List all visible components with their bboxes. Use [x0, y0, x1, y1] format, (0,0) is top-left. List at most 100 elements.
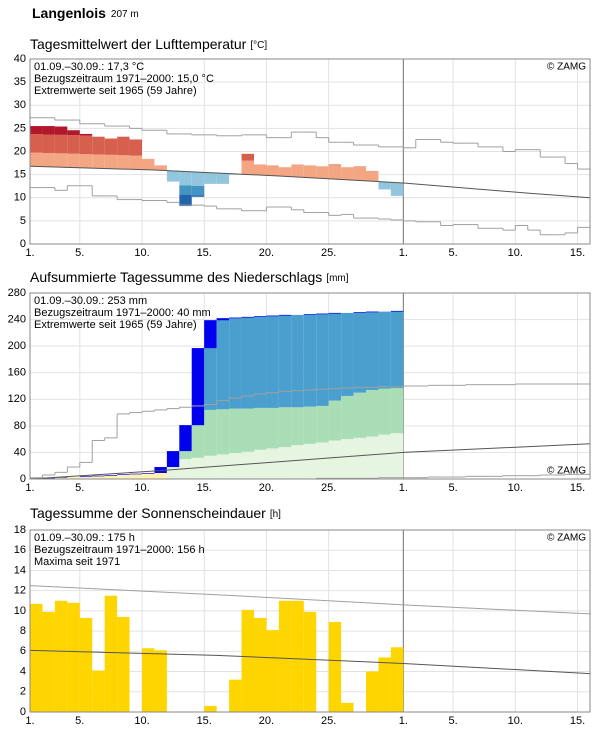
temperature-bar — [241, 153, 254, 161]
x-tick-label: 15. — [197, 482, 212, 494]
y-tick-label: 20 — [14, 145, 26, 157]
x-tick-label: 1. — [25, 482, 34, 494]
y-tick-label: 0 — [20, 473, 26, 485]
y-tick-label: 200 — [8, 340, 26, 352]
band-area — [341, 395, 354, 440]
band-area — [117, 474, 130, 479]
band-area — [229, 453, 242, 479]
x-tick-label: 10. — [134, 482, 149, 494]
sunshine-bar — [341, 702, 354, 712]
band-area — [278, 407, 292, 448]
x-tick-label: 20. — [259, 715, 274, 727]
band-area — [254, 449, 267, 479]
band-area — [216, 409, 230, 455]
plot — [29, 529, 591, 713]
above-band-area — [241, 316, 254, 409]
y-tick-label: 35 — [14, 76, 26, 88]
period-text: 01.09.–30.09.: 175 h — [34, 532, 135, 544]
reference-line — [29, 649, 591, 675]
band-area — [278, 447, 292, 479]
period-text: 01.09.–30.09.: 17,3 °C — [34, 61, 144, 73]
band-area — [191, 419, 205, 458]
x-tick-label: 25. — [321, 482, 336, 494]
sunshine-bar — [154, 650, 167, 712]
sunshine-bar — [278, 600, 292, 712]
extremes-text: Extremwerte seit 1965 (59 Jahre) — [34, 319, 197, 331]
daily-increment — [117, 474, 130, 476]
temperature-bar — [353, 166, 366, 181]
plot-border — [29, 58, 591, 245]
temperature-bar — [54, 153, 68, 168]
x-tick-label: 10. — [508, 482, 523, 494]
daily-increment — [104, 475, 118, 476]
daily-increment — [191, 348, 205, 426]
band-area — [353, 392, 366, 438]
x-tick-label: 5. — [449, 715, 458, 727]
above-band-area — [353, 312, 366, 393]
y-tick-label: 12 — [14, 585, 26, 597]
temperature-bar — [191, 172, 205, 186]
daily-increment — [328, 312, 342, 314]
sunshine-bar — [229, 679, 242, 712]
band-area — [390, 433, 404, 479]
x-tick-label: 1. — [399, 482, 408, 494]
temperature-bar — [67, 153, 80, 168]
x-tick-label: 5. — [75, 482, 84, 494]
y-tick-label: 14 — [14, 564, 26, 576]
temperature-bar — [104, 154, 118, 169]
above-band-area — [216, 318, 230, 410]
band-area — [303, 443, 317, 479]
above-band-area — [341, 312, 354, 396]
sunshine-bar — [366, 671, 379, 712]
daily-increment — [142, 473, 155, 474]
y-tick-label: 6 — [20, 645, 26, 657]
reference-text: Bezugszeitraum 1971–2000: 156 h — [34, 544, 205, 556]
y-tick-label: 2 — [20, 686, 26, 698]
copyright: © ZAMG — [547, 533, 586, 544]
temperature-bar — [42, 134, 55, 153]
band-area — [216, 454, 230, 479]
plot-border — [29, 292, 591, 480]
plot — [29, 292, 591, 480]
y-tick-label: 240 — [8, 313, 26, 325]
temperature-bar — [54, 134, 68, 154]
daily-increment — [303, 314, 317, 315]
sunshine-bar — [67, 602, 80, 712]
daily-increment — [154, 467, 167, 474]
band-area — [328, 440, 342, 479]
daily-increment — [166, 451, 180, 468]
reference-line — [29, 443, 591, 480]
station-name: Langenlois — [32, 5, 106, 21]
temperature-bar — [30, 152, 43, 167]
copyright: © ZAMG — [547, 466, 586, 477]
chart-title: Aufsummierte Tagessumme des Niederschlag… — [30, 269, 349, 285]
y-tick-label: 120 — [8, 393, 26, 405]
temperature-bar — [117, 155, 130, 170]
title-text: Tagessumme der Sonnenscheindauer — [30, 505, 266, 521]
temperature-bar — [79, 133, 93, 136]
temperature-bar — [79, 154, 93, 168]
band-area — [241, 408, 254, 452]
temperature-bar — [216, 173, 230, 184]
sunshine-bar — [328, 622, 342, 712]
band-area — [303, 406, 317, 444]
x-tick-label: 25. — [321, 247, 336, 259]
temperature-bar — [142, 158, 155, 170]
band-area — [142, 473, 155, 479]
daily-increment — [229, 317, 242, 319]
reference-text: Bezugszeitraum 1971–2000: 15,0 °C — [34, 73, 214, 85]
extremes-text: Extremwerte seit 1965 (59 Jahre) — [34, 85, 197, 97]
daily-increment — [92, 475, 105, 477]
band-area — [366, 436, 379, 479]
y-tick-label: 4 — [20, 665, 26, 677]
x-tick-label: 15. — [570, 247, 585, 259]
header: Langenlois 207 m — [32, 5, 139, 21]
temperature-bar — [117, 136, 130, 156]
sunshine-bar — [92, 670, 105, 712]
x-tick-label: 5. — [449, 482, 458, 494]
sunshine-bar — [79, 617, 93, 712]
band-area — [254, 407, 267, 450]
temperature-bar — [92, 154, 105, 169]
daily-increment — [266, 315, 279, 317]
band-area — [328, 400, 342, 441]
